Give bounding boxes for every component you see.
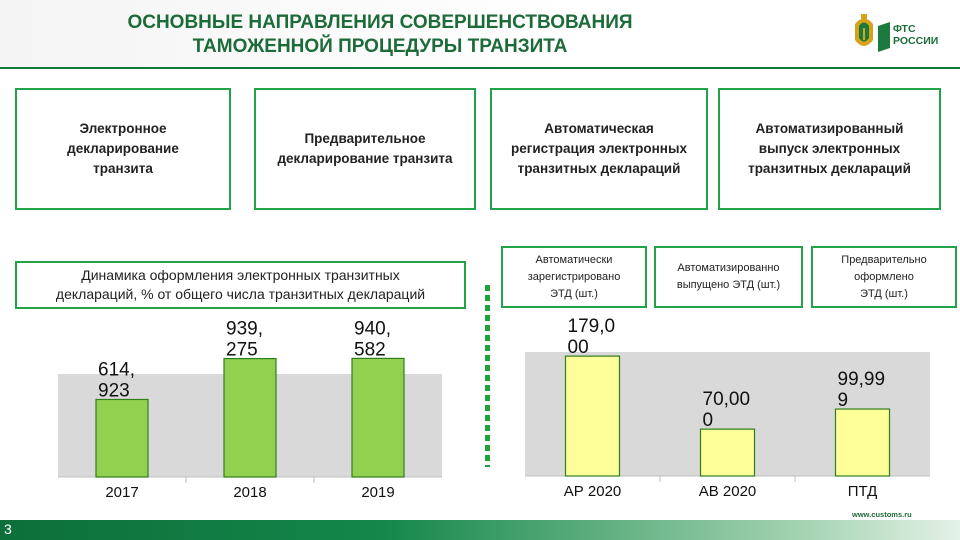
logo-line-2: РОССИИ [893, 35, 939, 47]
data-label-line: 0 [703, 410, 714, 431]
bar [699, 428, 756, 477]
caption-preliminary: Предварительно оформлено ЭТД (шт.) [811, 246, 957, 308]
data-label: 939, 275 [226, 320, 263, 361]
header-background [0, 0, 960, 68]
logo-line-1: ФТС [893, 23, 916, 35]
category-label: АВ 2020 [699, 483, 757, 500]
bar [351, 357, 405, 478]
caption-text: Предварительно оформлено ЭТД (шт.) [841, 253, 927, 300]
direction-label: Автоматическая регистрация электронных т… [510, 121, 687, 176]
data-label-line: 614, [98, 359, 135, 380]
direction-label: Электронное декларирование транзита [67, 121, 179, 176]
section-divider-dotted [485, 285, 490, 467]
website-link[interactable]: www.customs.ru [852, 510, 912, 519]
left-chart-caption: Динамика оформления электронных транзитн… [15, 261, 466, 309]
caption-text: Динамика оформления электронных транзитн… [55, 267, 426, 302]
data-label-line: 00 [568, 337, 589, 358]
etd-count-chart: 179,0 00 АР 2020 70,00 0 АВ 2020 99,99 9 ПТД [525, 316, 930, 502]
data-label-line: 99,99 [838, 369, 886, 390]
category-label: 2017 [105, 484, 138, 501]
direction-label: Предварительное декларирование транзита [277, 131, 453, 166]
header-divider [0, 67, 960, 69]
data-label: 614, 923 [98, 359, 135, 401]
data-label-line: 940, [354, 320, 391, 339]
data-label-line: 939, [226, 320, 263, 340]
direction-box-electronic: Электронное декларирование транзита [15, 88, 231, 210]
direction-box-auto-registration: Автоматическая регистрация электронных т… [490, 88, 708, 210]
data-label-line: 923 [98, 380, 130, 401]
data-label: 179,0 00 [568, 316, 616, 358]
data-label-line: 582 [354, 339, 386, 360]
direction-label: Автоматизированный выпуск электронных тр… [748, 121, 911, 176]
data-label: 940, 582 [354, 320, 391, 360]
caption-text: Автоматизированно выпущено ЭТД (шт.) [676, 262, 781, 291]
bar [564, 355, 621, 477]
caption-text: Автоматически зарегистрировано ЭТД (шт.) [527, 253, 621, 300]
category-band [58, 477, 442, 503]
data-label-line: 275 [226, 340, 258, 361]
caption-auto-registered: Автоматически зарегистрировано ЭТД (шт.) [501, 246, 647, 308]
data-label: 70,00 0 [703, 389, 751, 431]
data-label-line: 9 [838, 390, 849, 411]
bar [223, 357, 277, 478]
data-label: 99,99 9 [838, 369, 886, 411]
category-label: 2019 [361, 484, 394, 501]
category-band [525, 476, 930, 502]
data-label-line: 179,0 [568, 316, 616, 337]
caption-auto-released: Автоматизированно выпущено ЭТД (шт.) [654, 246, 803, 308]
data-label-line: 70,00 [703, 389, 751, 410]
logo-text: ФТС РОССИИ [893, 23, 938, 47]
bar [834, 408, 891, 477]
page-title: ОСНОВНЫЕ НАПРАВЛЕНИЯ СОВЕРШЕНСТВОВАНИЯ Т… [60, 11, 700, 59]
direction-box-preliminary: Предварительное декларирование транзита [254, 88, 476, 210]
bar [95, 398, 149, 478]
category-label: АР 2020 [564, 483, 622, 500]
category-label: 2018 [233, 484, 266, 501]
title-line-2: ТАМОЖЕННОЙ ПРОЦЕДУРЫ ТРАНЗИТА [192, 36, 568, 57]
fts-emblem-icon [855, 14, 890, 52]
page-number: 3 [4, 521, 12, 537]
etd-share-chart: 614, 923 2017 939, 275 2018 940, 582 2019 [58, 320, 442, 503]
title-line-1: ОСНОВНЫЕ НАПРАВЛЕНИЯ СОВЕРШЕНСТВОВАНИЯ [127, 12, 633, 33]
footer-bar [0, 520, 960, 540]
category-label: ПТД [848, 483, 878, 500]
direction-box-auto-release: Автоматизированный выпуск электронных тр… [718, 88, 941, 210]
